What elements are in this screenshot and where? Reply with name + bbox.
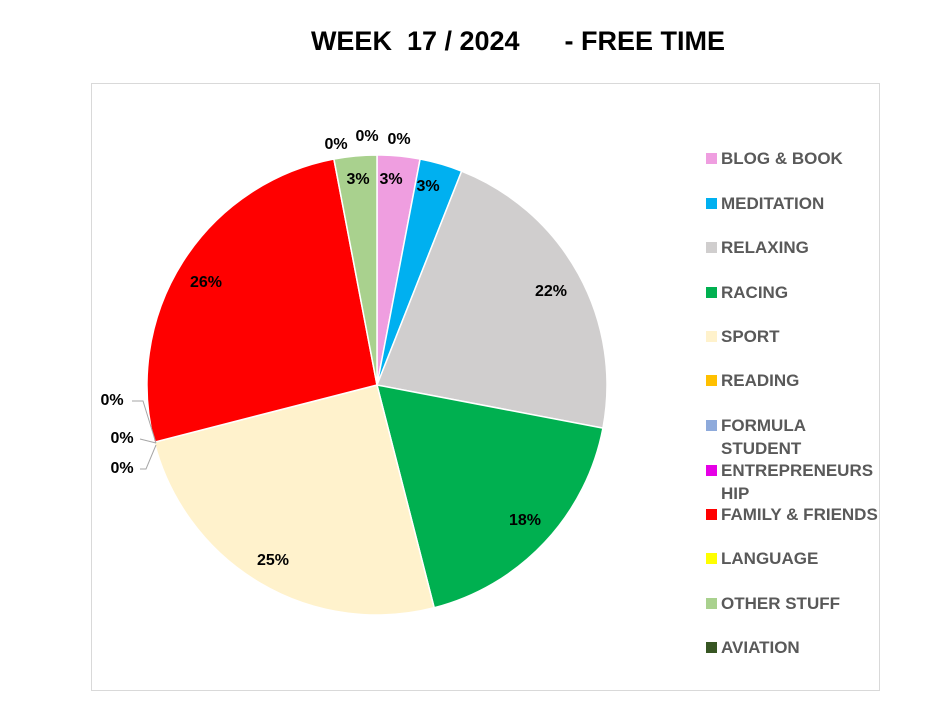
legend-swatch bbox=[706, 553, 717, 564]
legend-label: OTHER STUFF bbox=[721, 594, 840, 613]
legend-label: FORMULA STUDENT bbox=[721, 416, 806, 458]
pie-slice-relaxing bbox=[375, 170, 608, 429]
data-label: 0% bbox=[100, 392, 123, 409]
leader-line bbox=[139, 438, 157, 444]
data-label: 3% bbox=[416, 178, 439, 195]
legend-swatch bbox=[706, 153, 717, 164]
legend-label: READING bbox=[721, 371, 800, 390]
data-label: 3% bbox=[346, 171, 369, 188]
data-label: 26% bbox=[190, 274, 222, 291]
legend-swatch bbox=[706, 375, 717, 386]
legend-label: LANGUAGE bbox=[721, 549, 819, 568]
legend-label: MEDITATION bbox=[721, 194, 825, 213]
legend-label: FAMILY & FRIENDS bbox=[721, 505, 878, 524]
pie-slice-other-stuff bbox=[333, 154, 378, 386]
chart-title: WEEK 17 / 2024 - FREE TIME bbox=[310, 26, 726, 56]
legend-swatch bbox=[706, 598, 717, 609]
legend-swatch bbox=[706, 242, 717, 253]
data-label: 0% bbox=[387, 131, 410, 148]
legend-label: ENTREPRENEURSHIP bbox=[721, 461, 874, 503]
data-label: 25% bbox=[257, 552, 289, 569]
data-label: 0% bbox=[110, 430, 133, 447]
legend-label: BLOG & BOOK bbox=[721, 149, 843, 168]
legend-swatch bbox=[706, 509, 717, 520]
legend-label: AVIATION bbox=[721, 638, 800, 657]
legend-label: RELAXING bbox=[721, 238, 809, 257]
chart-area bbox=[91, 83, 880, 691]
legend-swatch bbox=[706, 198, 717, 209]
data-label: 0% bbox=[355, 128, 378, 145]
legend-label: SPORT bbox=[721, 327, 780, 346]
data-label: 18% bbox=[509, 512, 541, 529]
pie-slice-sport bbox=[153, 384, 436, 616]
data-label: 0% bbox=[110, 460, 133, 477]
legend-swatch bbox=[706, 465, 717, 476]
legend-swatch bbox=[706, 642, 717, 653]
leader-line bbox=[140, 444, 157, 470]
pie-slice-family-friends bbox=[146, 158, 378, 444]
legend-label: RACING bbox=[721, 283, 789, 302]
pie-slice-racing bbox=[375, 384, 604, 609]
data-label: 3% bbox=[379, 171, 402, 188]
data-label: 0% bbox=[324, 136, 347, 153]
leader-line bbox=[132, 400, 157, 444]
legend-swatch bbox=[706, 420, 717, 431]
legend-swatch bbox=[706, 287, 717, 298]
legend-swatch bbox=[706, 331, 717, 342]
data-label: 22% bbox=[535, 283, 567, 300]
